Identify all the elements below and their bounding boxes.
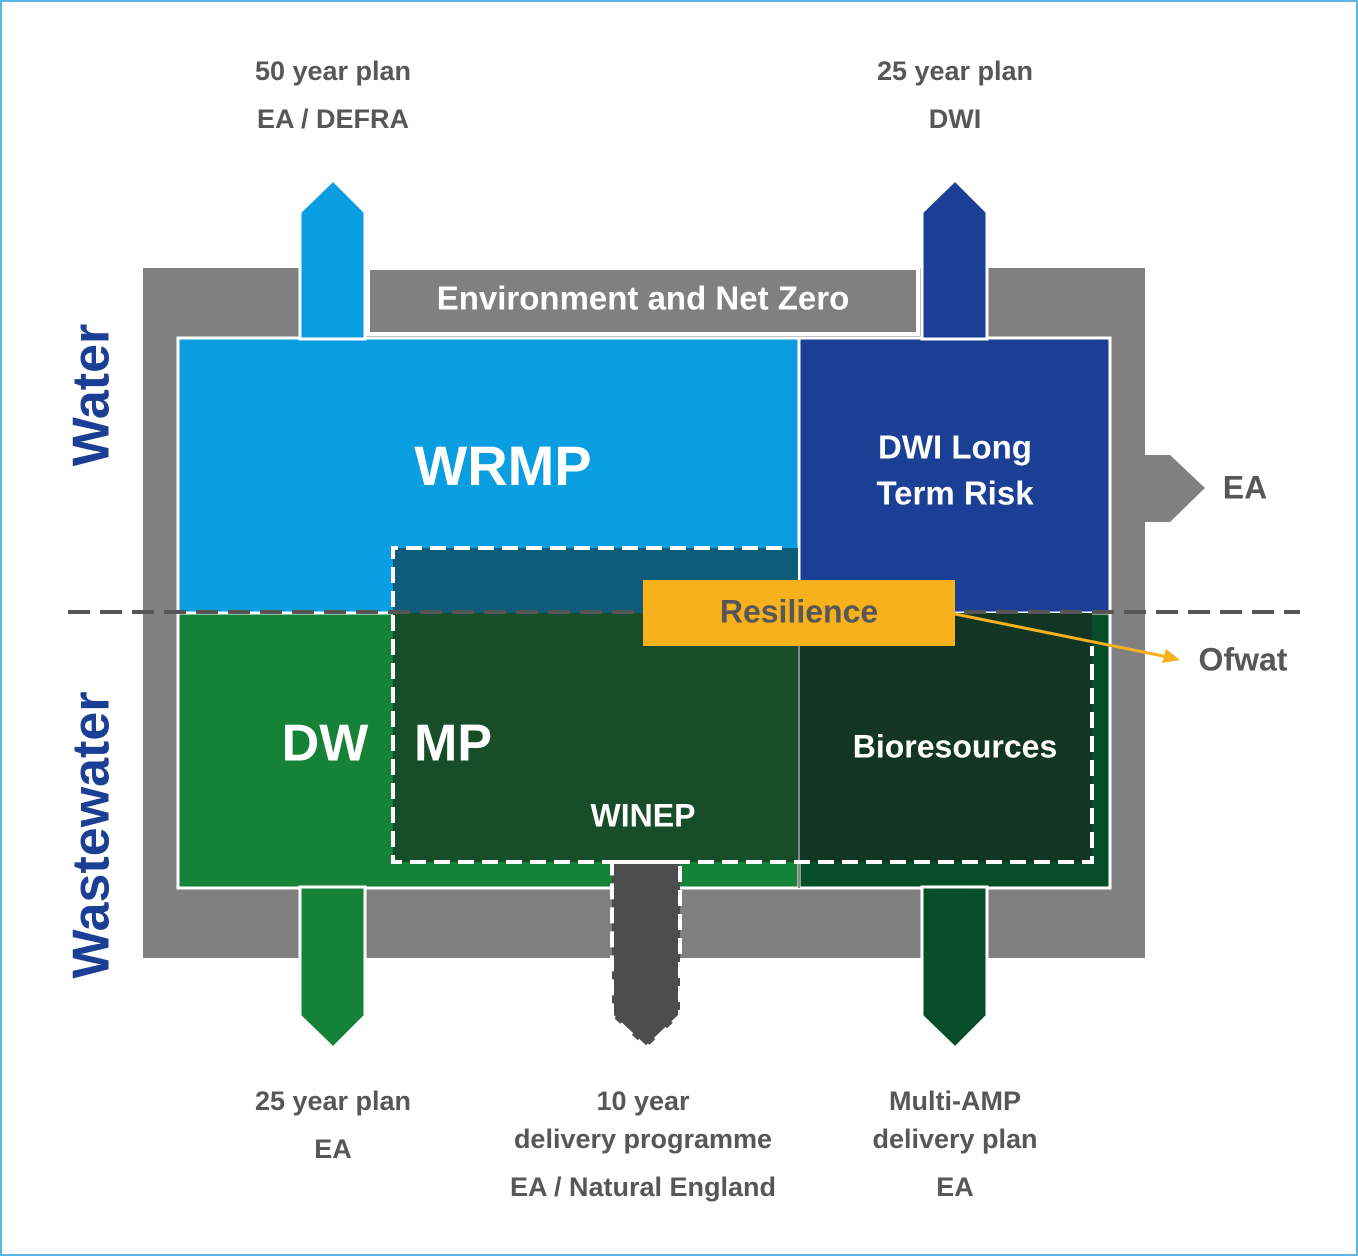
label: 50 year plan (255, 56, 411, 86)
label: 25 year plan (255, 1086, 411, 1116)
box-label: WRMP (414, 434, 591, 497)
label: EA (1223, 469, 1267, 505)
box-label: WINEP (591, 797, 696, 833)
overlap-wastewater (393, 613, 798, 862)
label: EA / DEFRA (257, 104, 409, 134)
box-label: DWI Long (878, 429, 1032, 466)
label: delivery plan (872, 1124, 1037, 1154)
box-label: DW (282, 715, 370, 773)
side-label: Wastewater (63, 691, 121, 978)
overlap-bio (800, 613, 1092, 862)
winep-outline (391, 546, 1094, 864)
label: EA (314, 1134, 352, 1164)
box-label: Term Risk (876, 475, 1034, 512)
side-label: Water (63, 324, 121, 467)
connector-head (1162, 649, 1180, 663)
ea-arrow (1140, 455, 1205, 522)
arrow-down (610, 860, 682, 1051)
label: 25 year plan (877, 56, 1033, 86)
box-label: Bioresources (853, 728, 1058, 764)
resilience-box (643, 580, 955, 646)
arrow-down (920, 885, 989, 1051)
arrow-down (298, 885, 367, 1051)
label: delivery programme (514, 1124, 772, 1154)
label: Ofwat (1199, 641, 1288, 677)
arrow-up (298, 177, 367, 341)
resilience-connector (954, 612, 1169, 659)
frame-label-box (366, 266, 920, 336)
label: EA / Natural England (510, 1172, 776, 1202)
label: EA (936, 1172, 974, 1202)
label: DWI (929, 104, 981, 134)
label: Multi-AMP (889, 1086, 1021, 1116)
arrow-up (920, 177, 989, 341)
label: 10 year (596, 1086, 690, 1116)
resilience-label: Resilience (720, 593, 878, 629)
dwi-box (797, 336, 1112, 615)
box-label: MP (414, 715, 492, 773)
frame-label: Environment and Net Zero (437, 280, 850, 317)
